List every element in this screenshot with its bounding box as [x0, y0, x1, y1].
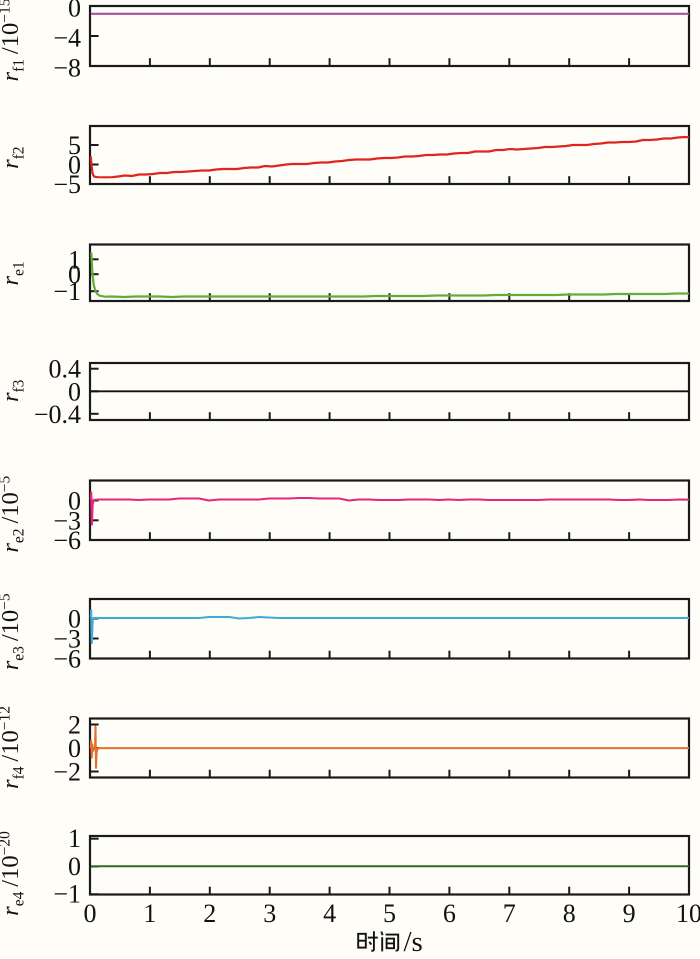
svg-text:2: 2 — [203, 899, 216, 928]
svg-text:−1: −1 — [53, 880, 81, 909]
svg-text:5: 5 — [68, 131, 81, 160]
svg-text:rf2: rf2 — [0, 146, 28, 168]
svg-text:−4: −4 — [53, 24, 81, 53]
svg-text:rf4 /10−12: rf4 /10−12 — [0, 706, 28, 789]
svg-text:re3 /10−5: re3 /10−5 — [0, 593, 28, 670]
svg-text:−6: −6 — [53, 645, 81, 674]
svg-text:9: 9 — [623, 899, 636, 928]
svg-text:7: 7 — [503, 899, 516, 928]
svg-text:0: 0 — [68, 734, 81, 763]
svg-text:0: 0 — [68, 377, 81, 406]
svg-text:0: 0 — [68, 605, 81, 634]
svg-text:3: 3 — [263, 899, 276, 928]
svg-text:0: 0 — [84, 899, 97, 928]
svg-text:−6: −6 — [53, 526, 81, 555]
svg-text:1: 1 — [68, 824, 81, 853]
svg-text:−0.4: −0.4 — [34, 400, 81, 429]
svg-text:−3: −3 — [53, 506, 81, 535]
svg-text:/s: /s — [404, 926, 423, 954]
svg-text:6: 6 — [443, 899, 456, 928]
svg-text:re2 /10−5: re2 /10−5 — [0, 476, 28, 553]
svg-text:10: 10 — [676, 899, 700, 928]
svg-text:0: 0 — [68, 0, 81, 23]
svg-text:0: 0 — [68, 151, 81, 180]
svg-text:−1: −1 — [53, 277, 81, 306]
svg-text:−3: −3 — [53, 625, 81, 654]
svg-text:2: 2 — [68, 711, 81, 740]
svg-text:0: 0 — [68, 487, 81, 516]
svg-text:0: 0 — [68, 260, 81, 289]
svg-text:4: 4 — [323, 899, 336, 928]
svg-text:8: 8 — [563, 899, 576, 928]
svg-text:re4 /10−20: re4 /10−20 — [0, 831, 28, 916]
svg-text:−2: −2 — [53, 758, 81, 787]
svg-text:−8: −8 — [53, 54, 81, 83]
svg-text:rf3: rf3 — [0, 379, 28, 402]
svg-text:rf1 /10−15: rf1 /10−15 — [0, 0, 28, 81]
svg-text:0.4: 0.4 — [49, 355, 82, 384]
svg-text:−5: −5 — [53, 170, 81, 199]
svg-text:5: 5 — [383, 899, 396, 928]
svg-text:1: 1 — [143, 899, 156, 928]
svg-text:0: 0 — [68, 852, 81, 881]
svg-text:re1: re1 — [0, 261, 28, 285]
svg-text:1: 1 — [68, 245, 81, 274]
